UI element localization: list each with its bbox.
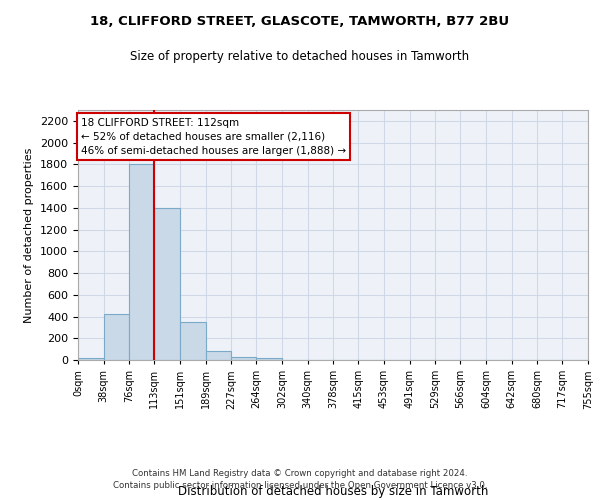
Text: Contains HM Land Registry data © Crown copyright and database right 2024.
Contai: Contains HM Land Registry data © Crown c… (113, 468, 487, 490)
Text: 18 CLIFFORD STREET: 112sqm
← 52% of detached houses are smaller (2,116)
46% of s: 18 CLIFFORD STREET: 112sqm ← 52% of deta… (81, 118, 346, 156)
Bar (256, 358, 282, 360)
Y-axis label: Number of detached properties: Number of detached properties (25, 148, 34, 322)
Bar (104, 314, 130, 360)
Bar (232, 356, 256, 360)
Bar (180, 322, 206, 360)
Text: Size of property relative to detached houses in Tamworth: Size of property relative to detached ho… (130, 50, 470, 63)
Bar (206, 352, 232, 360)
Bar (130, 164, 154, 360)
Bar (78, 358, 104, 360)
X-axis label: Distribution of detached houses by size in Tamworth: Distribution of detached houses by size … (178, 485, 488, 498)
Text: 18, CLIFFORD STREET, GLASCOTE, TAMWORTH, B77 2BU: 18, CLIFFORD STREET, GLASCOTE, TAMWORTH,… (91, 15, 509, 28)
Bar (154, 208, 180, 360)
